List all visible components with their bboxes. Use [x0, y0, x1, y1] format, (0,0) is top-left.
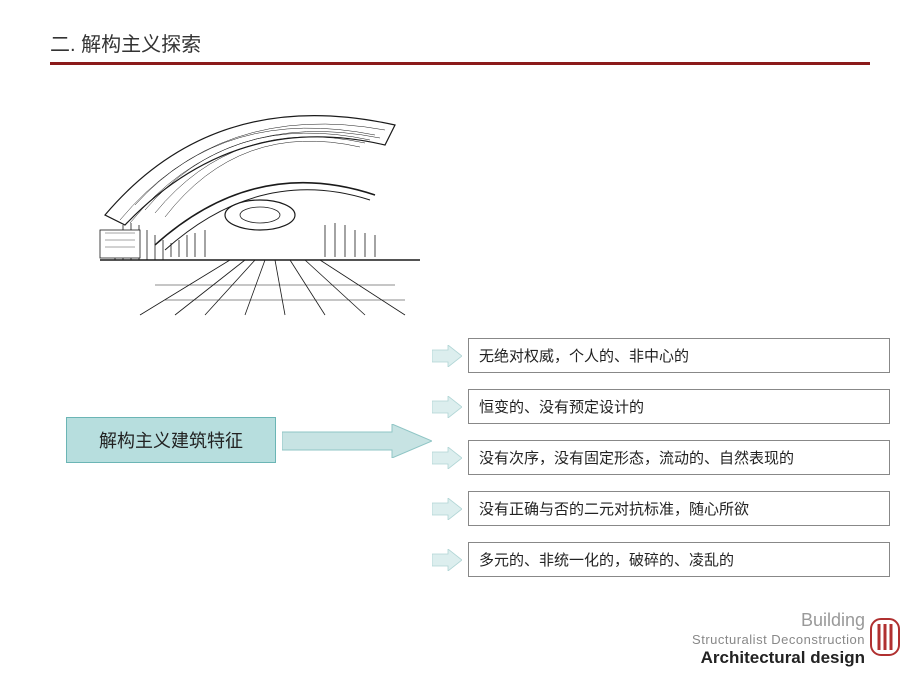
- feature-item: 多元的、非统一化的，破碎的、凌乱的: [468, 542, 890, 577]
- feature-row: 恒变的、没有预定设计的: [432, 389, 890, 424]
- footer-line1: Building: [692, 610, 865, 632]
- arrow-icon: [432, 549, 462, 571]
- arrow-icon: [432, 396, 462, 418]
- architecture-sketch: [95, 95, 425, 320]
- title-divider: [50, 62, 870, 65]
- feature-item: 没有次序，没有固定形态，流动的、自然表现的: [468, 440, 890, 475]
- feature-label-box: 解构主义建筑特征: [66, 417, 276, 463]
- arrow-icon: [432, 498, 462, 520]
- main-arrow-icon: [282, 424, 432, 458]
- feature-list: 无绝对权威，个人的、非中心的 恒变的、没有预定设计的 没有次序，没有固定形态，流…: [432, 338, 890, 593]
- arrow-icon: [432, 345, 462, 367]
- feature-item: 无绝对权威，个人的、非中心的: [468, 338, 890, 373]
- feature-label-text: 解构主义建筑特征: [99, 427, 243, 453]
- footer-branding: Building Structuralist Deconstruction Ar…: [692, 610, 865, 668]
- feature-row: 无绝对权威，个人的、非中心的: [432, 338, 890, 373]
- footer-line3: Architectural design: [692, 648, 865, 668]
- arrow-icon: [432, 447, 462, 469]
- feature-row: 多元的、非统一化的，破碎的、凌乱的: [432, 542, 890, 577]
- feature-row: 没有次序，没有固定形态，流动的、自然表现的: [432, 440, 890, 475]
- feature-row: 没有正确与否的二元对抗标准，随心所欲: [432, 491, 890, 526]
- feature-item: 恒变的、没有预定设计的: [468, 389, 890, 424]
- footer-line2: Structuralist Deconstruction: [692, 632, 865, 648]
- logo-icon: [870, 618, 900, 656]
- feature-item: 没有正确与否的二元对抗标准，随心所欲: [468, 491, 890, 526]
- slide-title: 二. 解构主义探索: [50, 28, 201, 57]
